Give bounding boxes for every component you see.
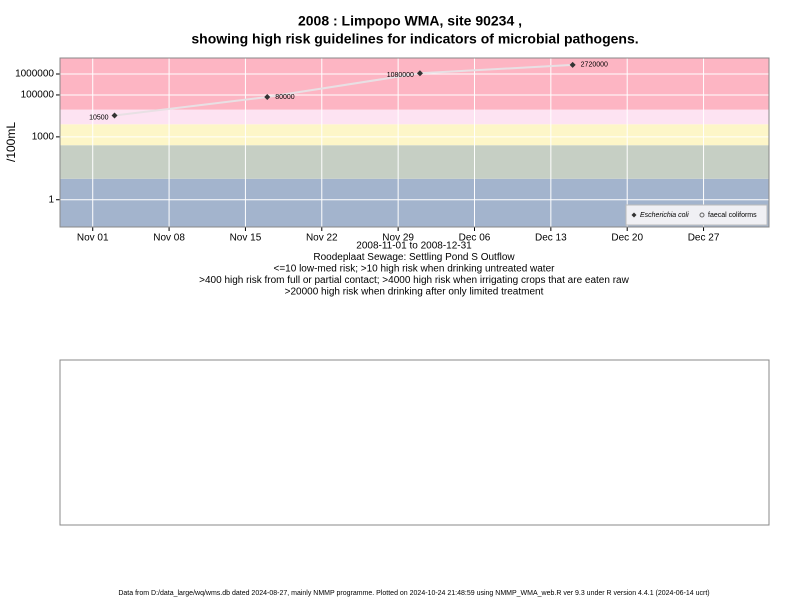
empty-panel: [59, 359, 770, 526]
x-axis-label: 2008-11-01 to 2008-12-31: [356, 241, 472, 252]
x-axis-label: Roodeplaat Sewage: Settling Pond S Outfl…: [313, 252, 515, 263]
x-tick-label: Dec 27: [688, 233, 720, 244]
legend-marker: [699, 212, 705, 218]
x-tick-label: Nov 22: [306, 233, 338, 244]
legend-label: faecal coliforms: [708, 212, 757, 219]
data-point: [416, 70, 423, 77]
x-axis-label: <=10 low-med risk; >10 high risk when dr…: [274, 264, 556, 275]
y-tick-label: 100000: [21, 90, 55, 101]
y-tick-label: 1000000: [15, 69, 54, 80]
data-label: 2720000: [581, 62, 608, 69]
series-line: [114, 63, 573, 117]
data-point: [264, 93, 271, 100]
x-tick-label: Dec 20: [611, 233, 643, 244]
data-point: [569, 61, 576, 68]
y-tick-label: 1: [48, 194, 54, 205]
y-axis-label: /100mL: [4, 122, 18, 162]
data-point: [111, 112, 118, 119]
x-tick-label: Nov 08: [153, 233, 185, 244]
data-label: 1080000: [387, 72, 414, 79]
x-tick-label: Nov 29: [382, 233, 414, 244]
risk-band: [60, 58, 769, 110]
legend-marker: [631, 212, 637, 218]
risk-band: [60, 109, 769, 125]
x-axis-label: >400 high risk from full or partial cont…: [199, 275, 629, 286]
legend-label: Escherichia coli: [640, 212, 689, 219]
risk-band: [60, 124, 769, 146]
data-label: 10500: [89, 114, 109, 121]
chart-title: 2008 : Limpopo WMA, site 90234 ,: [298, 13, 522, 29]
risk-band: [60, 145, 769, 179]
chart-subtitle: showing high risk guidelines for indicat…: [191, 31, 638, 47]
y-tick-label: 1000: [32, 132, 55, 143]
legend-box: [625, 204, 768, 226]
plot-frame: [59, 57, 770, 228]
x-tick-label: Nov 01: [77, 233, 109, 244]
x-tick-label: Dec 13: [535, 233, 567, 244]
footer: Data from D:/data_large/wq/wms.db dated …: [118, 590, 709, 597]
data-label: 80000: [275, 94, 295, 101]
x-tick-label: Nov 15: [230, 233, 262, 244]
x-axis-label: >20000 high risk when drinking after onl…: [285, 287, 544, 298]
x-tick-label: Dec 06: [459, 233, 491, 244]
